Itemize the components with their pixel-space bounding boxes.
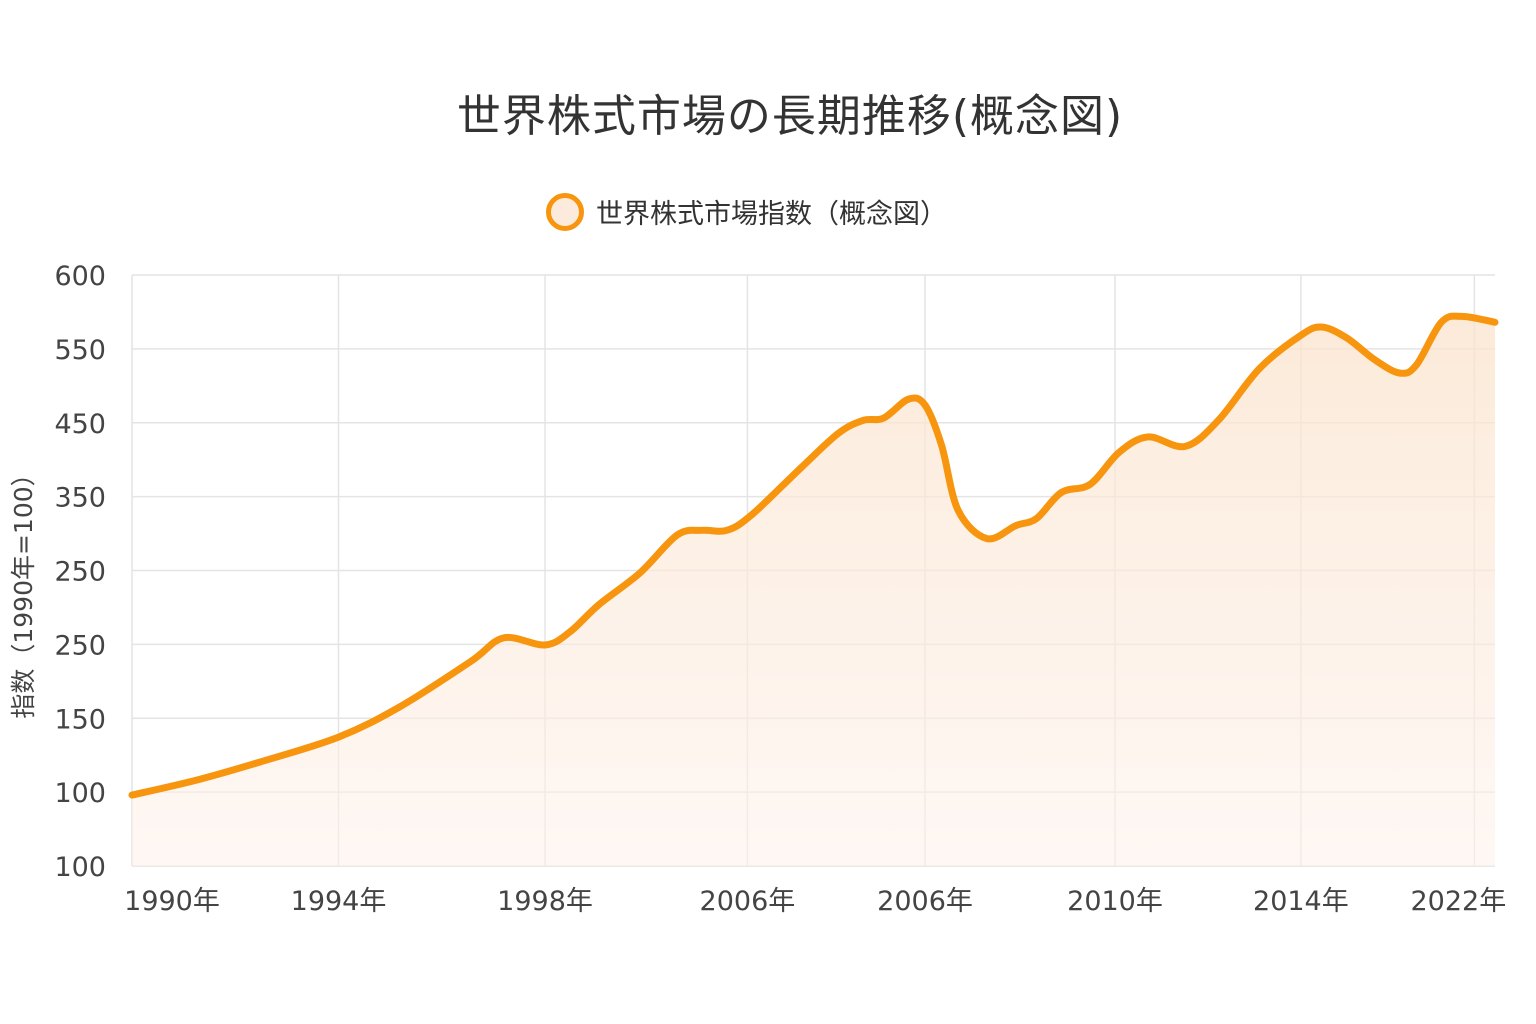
x-tick-label: 2014年 [1253, 886, 1349, 917]
x-tick-label: 1990年 [124, 886, 220, 917]
x-tick-label: 2022年 [1410, 886, 1506, 917]
y-tick-label: 250 [54, 630, 106, 661]
x-tick-label: 1998年 [497, 886, 593, 917]
legend-swatch-icon [546, 192, 584, 231]
x-tick-label: 1994年 [291, 886, 387, 917]
series-area-fill [132, 316, 1495, 867]
y-tick-label: 250 [54, 557, 106, 588]
legend: 世界株式市場指数（概念図） [546, 192, 947, 231]
y-tick-label: 100 [54, 852, 106, 883]
y-tick-label: 600 [54, 261, 106, 292]
y-tick-label: 150 [54, 704, 106, 735]
legend-label: 世界株式市場指数（概念図） [596, 199, 947, 230]
x-tick-label: 2010年 [1067, 886, 1163, 917]
series-line [128, 312, 1499, 799]
chart-title: 世界株式市場の長期推移(概念図) [456, 91, 1124, 142]
y-tick-label: 100 [54, 778, 106, 809]
x-tick-label: 2006年 [877, 886, 973, 917]
y-tick-label: 350 [54, 483, 106, 514]
y-tick-label: 550 [54, 335, 106, 366]
y-tick-label: 450 [54, 409, 106, 440]
x-tick-label: 2006年 [700, 886, 796, 917]
